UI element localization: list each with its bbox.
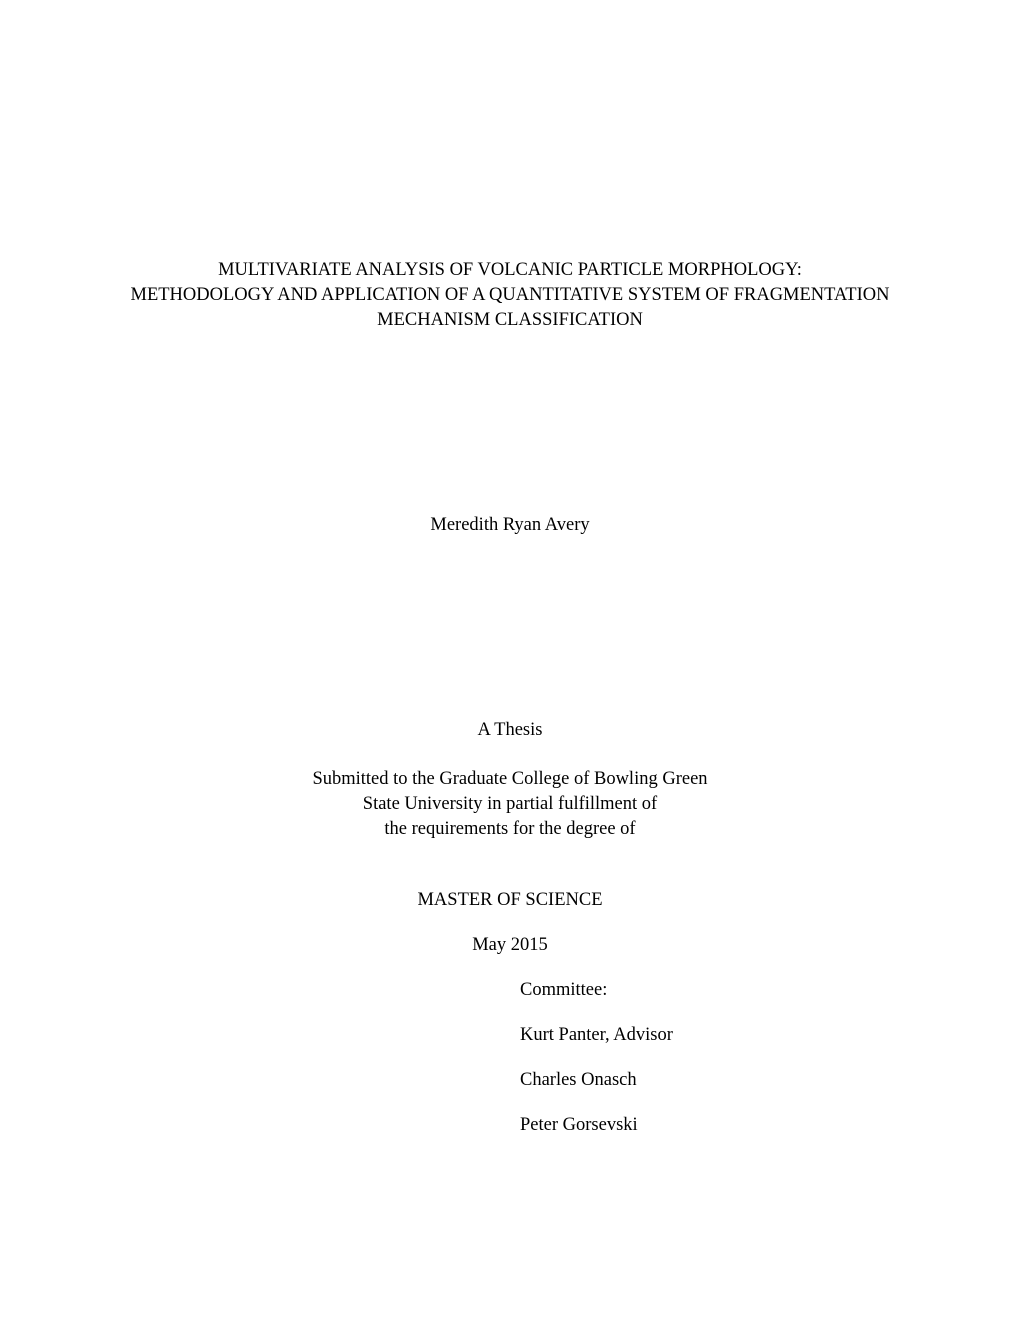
author-name: Meredith Ryan Avery [120, 515, 900, 536]
committee-label: Committee: [520, 980, 900, 1001]
committee-advisor: Kurt Panter, Advisor [520, 1025, 900, 1046]
title-line-2: METHODOLOGY AND APPLICATION OF A QUANTIT… [120, 283, 900, 308]
thesis-title: MULTIVARIATE ANALYSIS OF VOLCANIC PARTIC… [120, 258, 900, 333]
thesis-submission-block: A Thesis Submitted to the Graduate Colle… [120, 718, 900, 842]
committee-member-2: Peter Gorsevski [520, 1115, 900, 1136]
submission-line-3: the requirements for the degree of [120, 817, 900, 842]
thesis-label: A Thesis [120, 718, 900, 743]
title-line-1: MULTIVARIATE ANALYSIS OF VOLCANIC PARTIC… [120, 258, 900, 283]
title-line-3: MECHANISM CLASSIFICATION [120, 308, 900, 333]
submission-line-2: State University in partial fulfillment … [120, 792, 900, 817]
degree-name: MASTER OF SCIENCE [120, 890, 900, 911]
committee-section: Committee: Kurt Panter, Advisor Charles … [120, 980, 900, 1136]
submission-line-1: Submitted to the Graduate College of Bow… [120, 767, 900, 792]
graduation-date: May 2015 [120, 935, 900, 956]
committee-member-1: Charles Onasch [520, 1070, 900, 1091]
